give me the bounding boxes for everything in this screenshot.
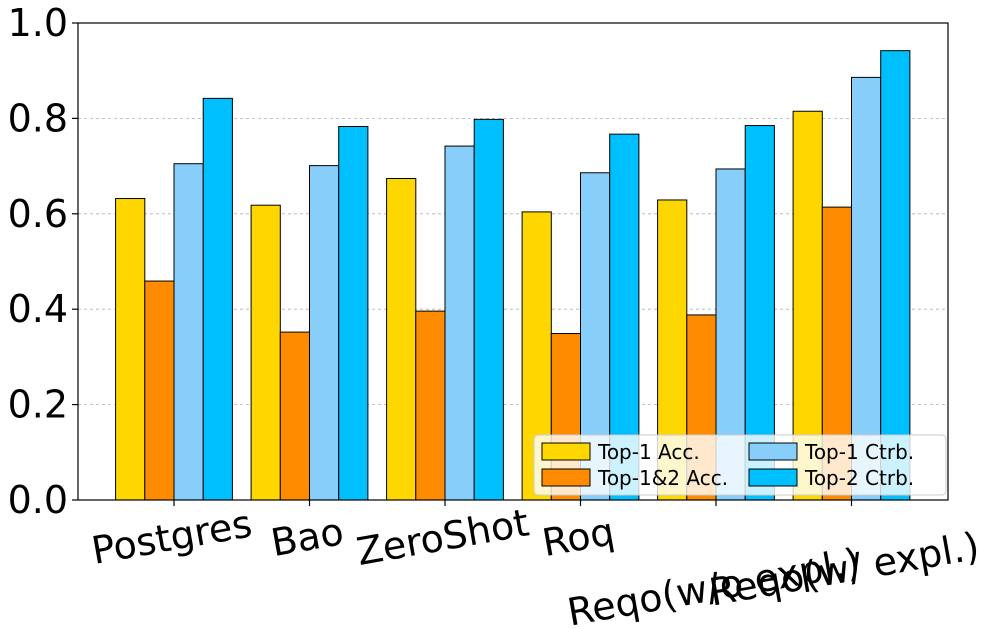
x-tick-label: Roq bbox=[539, 509, 618, 565]
y-tick-label: 0.8 bbox=[8, 96, 68, 140]
y-axis: 0.0 0.2 0.4 0.6 0.8 1.0 bbox=[8, 1, 78, 522]
bar-top-2-ctrb--5 bbox=[880, 50, 911, 501]
legend-label: Top-1 Acc. bbox=[597, 440, 700, 464]
bar-top-1-acc--0 bbox=[115, 198, 146, 501]
bar-top-1-2-acc--0 bbox=[144, 280, 175, 501]
x-tick-label: ZeroShot bbox=[353, 500, 532, 574]
y-tick-label: 0.2 bbox=[8, 383, 68, 427]
y-tick-label: 0.4 bbox=[8, 287, 68, 331]
legend-label: Top-1&2 Acc. bbox=[597, 466, 728, 490]
legend-swatch bbox=[748, 442, 798, 461]
y-tick-label: 1.0 bbox=[8, 1, 68, 45]
y-tick-label: 0.6 bbox=[8, 192, 68, 236]
bar-top-2-ctrb--0 bbox=[202, 97, 233, 501]
x-tick-label: Bao bbox=[268, 509, 347, 565]
legend-swatch bbox=[748, 468, 798, 487]
legend: Top-1 Acc.Top-1&2 Acc. Top-1 Ctrb.Top-2 C… bbox=[533, 434, 947, 496]
plot-frame bbox=[77, 22, 949, 501]
bar-top-1-ctrb--0 bbox=[173, 163, 204, 501]
legend-swatch bbox=[541, 468, 591, 487]
bar-top-1-acc--1 bbox=[250, 204, 281, 501]
x-tick-label: Postgres bbox=[88, 502, 255, 573]
y-tick-label: 0.0 bbox=[8, 478, 68, 522]
legend-label: Top-1 Ctrb. bbox=[804, 440, 914, 464]
legend-swatch bbox=[541, 442, 591, 461]
bar-top-2-ctrb--2 bbox=[473, 118, 504, 501]
bar-top-1-ctrb--2 bbox=[444, 145, 475, 501]
bar-top-1-acc--2 bbox=[386, 178, 417, 501]
bar-top-1-2-acc--1 bbox=[279, 331, 310, 501]
bar-top-2-ctrb--1 bbox=[338, 126, 369, 501]
bar-top-1-2-acc--2 bbox=[415, 310, 446, 501]
legend-label: Top-2 Ctrb. bbox=[804, 466, 914, 490]
x-tick-label: Reqo(w/ expl.) bbox=[706, 524, 983, 615]
bar-top-1-ctrb--1 bbox=[309, 165, 340, 501]
legend-box bbox=[533, 434, 947, 496]
